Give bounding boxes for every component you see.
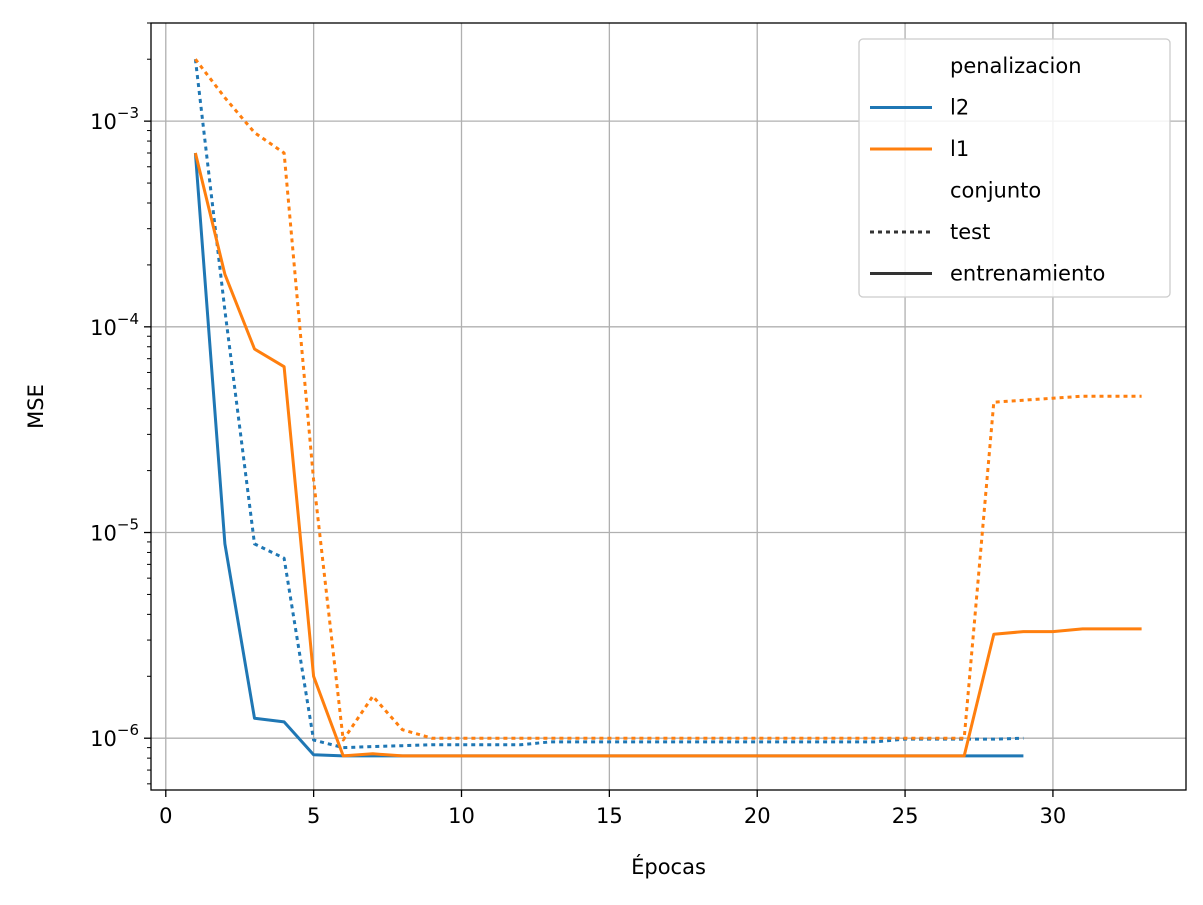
x-axis: 0 5 10 15 20 25 30 [159,790,1066,828]
legend-entry-entrenamiento: entrenamiento [950,262,1105,286]
x-tick-label: 25 [892,804,919,828]
y-tick-exponent: −5 [117,516,139,534]
legend-group-title: conjunto [950,179,1041,203]
y-tick-label: 10−3 [90,104,139,134]
y-axis: 10−610−510−410−3 [90,22,151,785]
x-tick-label: 15 [596,804,623,828]
y-tick-exponent: −6 [117,721,139,739]
y-tick-base: 10 [90,727,117,751]
legend-group-title: penalizacion [950,54,1082,78]
plot-frame [150,22,1187,791]
series-line-l1-entrenamiento [193,152,1142,758]
y-tick-exponent: −3 [117,104,139,122]
legend-box [858,38,1171,298]
y-tick-label: 10−6 [90,721,139,751]
x-tick-label: 0 [159,804,172,828]
y-tick-base: 10 [90,110,117,134]
y-tick-base: 10 [90,316,117,340]
x-tick-label: 5 [307,804,320,828]
y-tick-label: 10−4 [90,310,139,340]
y-tick-base: 10 [90,522,117,546]
y-tick-label: 10−5 [90,516,139,546]
x-axis-title: Épocas [631,854,706,879]
x-tick-label: 20 [744,804,771,828]
legend-entry-l2: l2 [950,96,969,120]
series-line-l1-test [194,58,1142,742]
y-tick-exponent: −4 [117,310,139,328]
legend: penalizacion l2 l1 conjunto test entrenamient… [858,38,1171,298]
y-axis-title: MSE [24,384,48,429]
x-tick-label: 10 [448,804,475,828]
plot-lines [193,58,1142,758]
legend-entry-test: test [950,220,990,244]
legend-entry-l1: l1 [950,137,969,161]
x-tick-label: 30 [1040,804,1067,828]
series-line-l2-test [193,59,1024,750]
